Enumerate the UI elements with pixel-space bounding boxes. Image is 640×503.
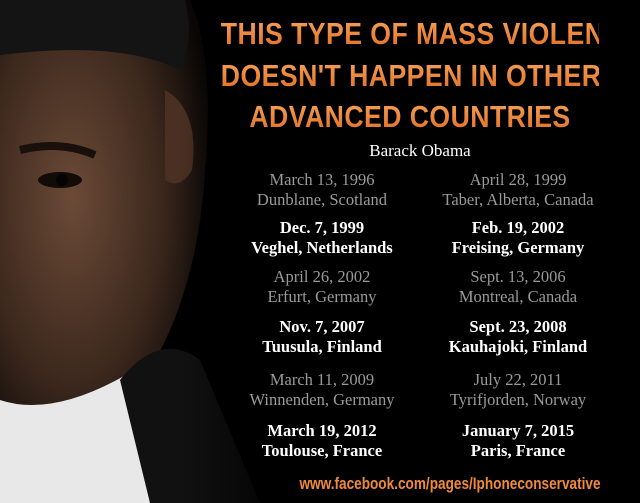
incident-date: July 22, 2011 bbox=[473, 370, 563, 389]
incident-entry: Dec. 7, 1999 Veghel, Netherlands bbox=[227, 218, 417, 258]
portrait-photo bbox=[0, 0, 300, 503]
incident-entry: Sept. 13, 2006 Montreal, Canada bbox=[423, 267, 613, 307]
headline-line-1: THIS TYPE OF MASS VIOLENCE bbox=[220, 16, 640, 51]
incident-place: Kauhajoki, Finland bbox=[448, 337, 588, 356]
incident-entry: March 13, 1996 Dunblane, Scotland bbox=[227, 170, 417, 210]
incident-date: March 19, 2012 bbox=[267, 421, 377, 440]
incident-date: Nov. 7, 2007 bbox=[279, 317, 365, 336]
incident-date: Sept. 13, 2006 bbox=[470, 267, 566, 286]
incident-place: Taber, Alberta, Canada bbox=[442, 190, 594, 209]
incident-place: Winnenden, Germany bbox=[249, 390, 395, 409]
incident-place: Tuusula, Finland bbox=[262, 337, 382, 356]
incident-date: Feb. 19, 2002 bbox=[471, 218, 565, 237]
incident-date: March 11, 2009 bbox=[269, 370, 375, 389]
headline-line-2: DOESN'T HAPPEN IN OTHER bbox=[220, 58, 602, 93]
incident-place: Montreal, Canada bbox=[458, 287, 578, 306]
attribution: Barack Obama bbox=[369, 141, 471, 160]
incident-entry: April 26, 2002 Erfurt, Germany bbox=[227, 267, 417, 307]
incident-entry: April 28, 1999 Taber, Alberta, Canada bbox=[423, 170, 613, 210]
incident-date: Dec. 7, 1999 bbox=[279, 218, 365, 237]
incident-place: Erfurt, Germany bbox=[267, 287, 377, 306]
incident-entry: January 7, 2015 Paris, France bbox=[423, 421, 613, 461]
incident-place: Freising, Germany bbox=[451, 238, 585, 257]
incident-date: April 28, 1999 bbox=[469, 170, 567, 189]
footer-url: www.facebook.com/pages/Iphoneconservativ… bbox=[299, 474, 601, 493]
incident-entry: July 22, 2011 Tyrifjorden, Norway bbox=[423, 370, 613, 410]
incident-entry: March 19, 2012 Toulouse, France bbox=[227, 421, 417, 461]
headline-line-3: ADVANCED COUNTRIES bbox=[221, 100, 599, 134]
incident-entry: Feb. 19, 2002 Freising, Germany bbox=[423, 218, 613, 258]
incident-place: Paris, France bbox=[470, 441, 566, 460]
incident-date: April 26, 2002 bbox=[273, 267, 371, 286]
incident-place: Veghel, Netherlands bbox=[251, 238, 393, 257]
incident-date: January 7, 2015 bbox=[461, 421, 575, 440]
incident-place: Dunblane, Scotland bbox=[256, 190, 388, 209]
incident-place: Toulouse, France bbox=[261, 441, 383, 460]
incident-entry: Nov. 7, 2007 Tuusula, Finland bbox=[227, 317, 417, 357]
incident-entry: March 11, 2009 Winnenden, Germany bbox=[227, 370, 417, 410]
incident-date: March 13, 1996 bbox=[269, 170, 375, 189]
incident-entry: Sept. 23, 2008 Kauhajoki, Finland bbox=[423, 317, 613, 357]
incident-place: Tyrifjorden, Norway bbox=[449, 390, 587, 409]
incident-date: Sept. 23, 2008 bbox=[469, 317, 567, 336]
